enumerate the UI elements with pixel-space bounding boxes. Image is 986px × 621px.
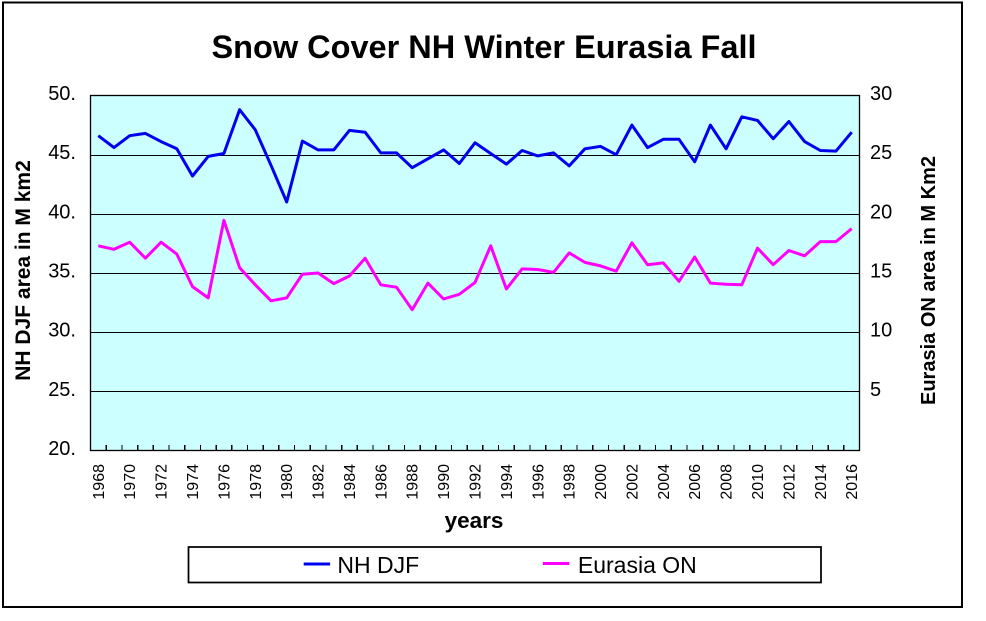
svg-text:45.: 45.: [48, 142, 76, 164]
svg-text:35.: 35.: [48, 261, 76, 283]
svg-text:5: 5: [870, 379, 881, 401]
svg-text:15: 15: [870, 261, 892, 283]
svg-text:years: years: [445, 508, 504, 533]
svg-text:40.: 40.: [48, 201, 76, 223]
svg-text:1982: 1982: [311, 464, 328, 500]
svg-text:Eurasia ON area in M Km2: Eurasia ON area in M Km2: [918, 156, 940, 405]
svg-text:25: 25: [870, 142, 892, 164]
svg-text:1968: 1968: [91, 464, 108, 500]
svg-text:Eurasia ON: Eurasia ON: [578, 552, 697, 578]
svg-text:1998: 1998: [562, 464, 579, 500]
svg-text:2002: 2002: [624, 464, 641, 500]
svg-text:30: 30: [870, 83, 892, 105]
svg-text:1978: 1978: [248, 464, 265, 500]
svg-text:1986: 1986: [373, 464, 390, 500]
svg-text:1980: 1980: [279, 464, 296, 500]
svg-text:20.: 20.: [48, 438, 76, 460]
svg-text:NH DJF: NH DJF: [337, 552, 419, 578]
svg-text:2008: 2008: [719, 464, 736, 500]
svg-text:Snow Cover NH Winter Eurasia F: Snow Cover NH Winter Eurasia Fall: [211, 29, 756, 65]
svg-text:50.: 50.: [48, 83, 76, 105]
svg-text:10: 10: [870, 320, 892, 342]
svg-text:20: 20: [870, 201, 892, 223]
svg-text:30.: 30.: [48, 320, 76, 342]
svg-text:1974: 1974: [185, 464, 202, 500]
svg-text:1996: 1996: [530, 464, 547, 500]
svg-text:2000: 2000: [593, 464, 610, 500]
svg-text:1972: 1972: [154, 464, 171, 500]
svg-text:2012: 2012: [781, 464, 798, 500]
svg-text:1988: 1988: [405, 464, 422, 500]
svg-text:2014: 2014: [813, 464, 830, 500]
svg-text:2004: 2004: [656, 464, 673, 500]
svg-text:NH DJF area in M km2: NH DJF area in M km2: [12, 160, 35, 381]
svg-text:1970: 1970: [122, 464, 139, 500]
svg-text:1984: 1984: [342, 464, 359, 500]
svg-text:1990: 1990: [436, 464, 453, 500]
svg-text:25.: 25.: [48, 379, 76, 401]
svg-text:2010: 2010: [750, 464, 767, 500]
svg-text:2016: 2016: [844, 464, 861, 500]
svg-text:1976: 1976: [216, 464, 233, 500]
svg-text:1992: 1992: [468, 464, 485, 500]
svg-text:2006: 2006: [687, 464, 704, 500]
svg-text:1994: 1994: [499, 464, 516, 500]
